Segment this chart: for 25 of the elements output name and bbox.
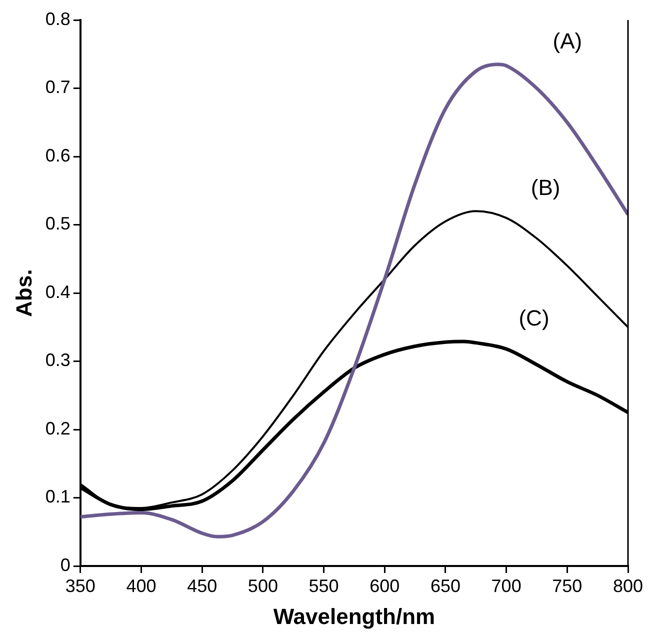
y-tick-label: 0.2 bbox=[45, 418, 70, 438]
x-tick-label: 550 bbox=[308, 576, 339, 596]
line-series bbox=[80, 62, 628, 538]
x-tick-label: 400 bbox=[126, 576, 156, 596]
x-tick-label: 750 bbox=[552, 576, 582, 596]
y-tick-label: 0.4 bbox=[45, 282, 70, 302]
y-tick-label: 0 bbox=[60, 554, 70, 575]
y-tick-label: 0.8 bbox=[45, 8, 70, 29]
x-tick-label: 500 bbox=[248, 576, 278, 596]
series-label: (C) bbox=[518, 306, 550, 331]
x-tick-label: 450 bbox=[187, 576, 218, 596]
y-tick-label: 0.5 bbox=[45, 214, 70, 234]
series-label: (B) bbox=[530, 175, 560, 200]
x-tick-label: 350 bbox=[65, 576, 96, 596]
x-tick-label: 700 bbox=[491, 576, 522, 596]
series-label: (A) bbox=[552, 28, 582, 54]
y-tick-label: 0.7 bbox=[45, 77, 70, 98]
y-tick-label: 0.1 bbox=[45, 486, 70, 507]
y-tick-label: 0.3 bbox=[45, 350, 70, 370]
y-axis-title: Abs. bbox=[11, 269, 36, 317]
x-tick-label: 600 bbox=[370, 576, 400, 596]
x-tick-label: 800 bbox=[612, 576, 644, 596]
x-tick-label: 650 bbox=[430, 576, 460, 596]
y-tick-label: 0.6 bbox=[45, 145, 70, 166]
x-axis-title: Wavelength/nm bbox=[273, 604, 436, 629]
